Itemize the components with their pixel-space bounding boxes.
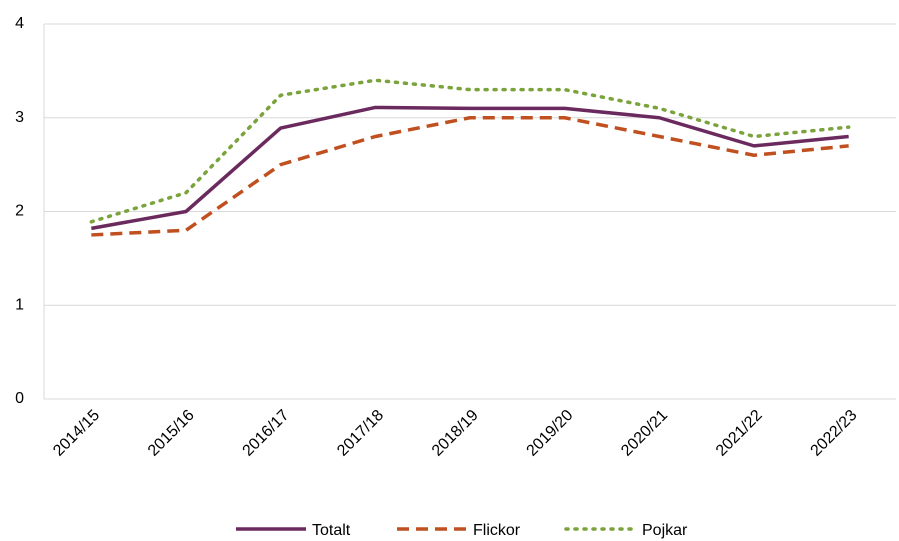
y-tick-label: 2 (15, 203, 24, 220)
series-line (89, 78, 851, 224)
x-tick-label: 2019/20 (524, 407, 577, 460)
x-tick-label: 2018/19 (429, 407, 482, 460)
legend-label: Pojkar (642, 522, 688, 539)
x-tick-label: 2017/18 (334, 407, 387, 460)
x-tick-label: 2014/15 (50, 407, 103, 460)
x-tick-label: 2020/21 (618, 407, 671, 460)
legend-label: Flickor (473, 522, 521, 539)
y-tick-label: 0 (15, 390, 24, 407)
x-tick-label: 2015/16 (145, 407, 198, 460)
legend-label: Totalt (312, 522, 351, 539)
x-tick-label: 2016/17 (240, 407, 293, 460)
y-tick-label: 4 (15, 15, 24, 32)
y-tick-label: 3 (15, 109, 24, 126)
x-tick-label: 2021/22 (713, 407, 766, 460)
x-tick-label: 2022/23 (808, 407, 861, 460)
y-tick-label: 1 (15, 296, 24, 313)
series-line (91, 116, 849, 237)
series-line (91, 105, 849, 231)
